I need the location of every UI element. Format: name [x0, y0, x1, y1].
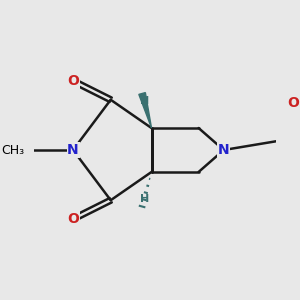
Text: CH₃: CH₃ — [2, 143, 25, 157]
Text: N: N — [67, 143, 79, 157]
Text: N: N — [218, 143, 230, 157]
Text: O: O — [67, 74, 79, 88]
Text: H: H — [140, 194, 149, 204]
Polygon shape — [139, 93, 152, 128]
Text: O: O — [67, 212, 79, 226]
Text: O: O — [287, 96, 299, 110]
Text: H: H — [140, 96, 149, 106]
